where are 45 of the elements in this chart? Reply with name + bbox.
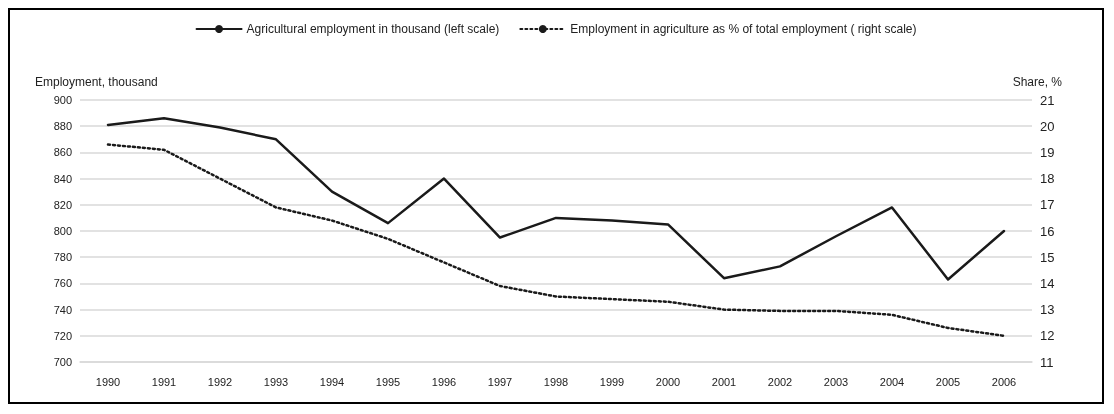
y2-tick-label: 19 [1040, 144, 1055, 160]
y2-tick-label: 11 [1040, 354, 1054, 370]
y2-tick-label: 14 [1040, 275, 1055, 291]
legend-label: Employment in agriculture as % of total employment ( right scale) [570, 22, 917, 36]
x-tick-label: 1994 [319, 375, 345, 388]
x-tick-label: 1992 [207, 375, 233, 388]
y2-tick-label: 16 [1040, 223, 1055, 239]
line-series [106, 143, 1006, 338]
x-tick-label: 2006 [991, 375, 1017, 388]
x-tick-label: 1995 [375, 375, 401, 388]
x-tick-label: 1991 [151, 375, 177, 388]
y2-axis-title: Share, % [1012, 75, 1063, 89]
x-tick-label: 2004 [879, 375, 905, 388]
y2-tick-label: 20 [1040, 118, 1055, 134]
y-tick-label: 780 [53, 251, 72, 264]
x-tick-label: 1996 [431, 375, 457, 388]
y2-tick-label: 12 [1040, 328, 1055, 344]
y-tick-label: 840 [53, 172, 72, 185]
line-series [106, 117, 1006, 281]
x-tick-label: 1998 [543, 375, 569, 388]
y-tick-label: 900 [53, 94, 72, 106]
y2-tick-label: 15 [1040, 249, 1055, 265]
y-tick-label: 700 [53, 356, 72, 368]
y2-tick-label: 18 [1040, 171, 1055, 187]
x-tick-label: 2002 [767, 375, 793, 388]
y-tick-label: 740 [53, 303, 72, 316]
y-tick-label: 800 [53, 225, 72, 237]
x-tick-label: 1993 [263, 375, 289, 388]
x-tick-label: 1999 [599, 375, 625, 388]
x-tick-label: 2000 [655, 375, 681, 388]
y-tick-label: 720 [53, 329, 72, 342]
x-tick-label: 2005 [935, 375, 961, 388]
y2-tick-label: 21 [1040, 92, 1055, 108]
y2-tick-label: 13 [1040, 302, 1055, 318]
y-tick-label: 820 [53, 198, 72, 211]
y-tick-label: 760 [53, 277, 72, 290]
y-axis-title: Employment, thousand [35, 75, 158, 89]
y2-tick-label: 17 [1040, 197, 1055, 213]
x-tick-label: 1997 [487, 375, 513, 388]
x-tick-label: 1990 [95, 375, 121, 388]
y-tick-label: 860 [53, 146, 72, 159]
legend-label: Agricultural employment in thousand (left scale) [246, 22, 500, 36]
x-tick-label: 2003 [823, 375, 849, 388]
x-tick-label: 2001 [711, 375, 737, 388]
y-tick-label: 880 [53, 120, 72, 133]
